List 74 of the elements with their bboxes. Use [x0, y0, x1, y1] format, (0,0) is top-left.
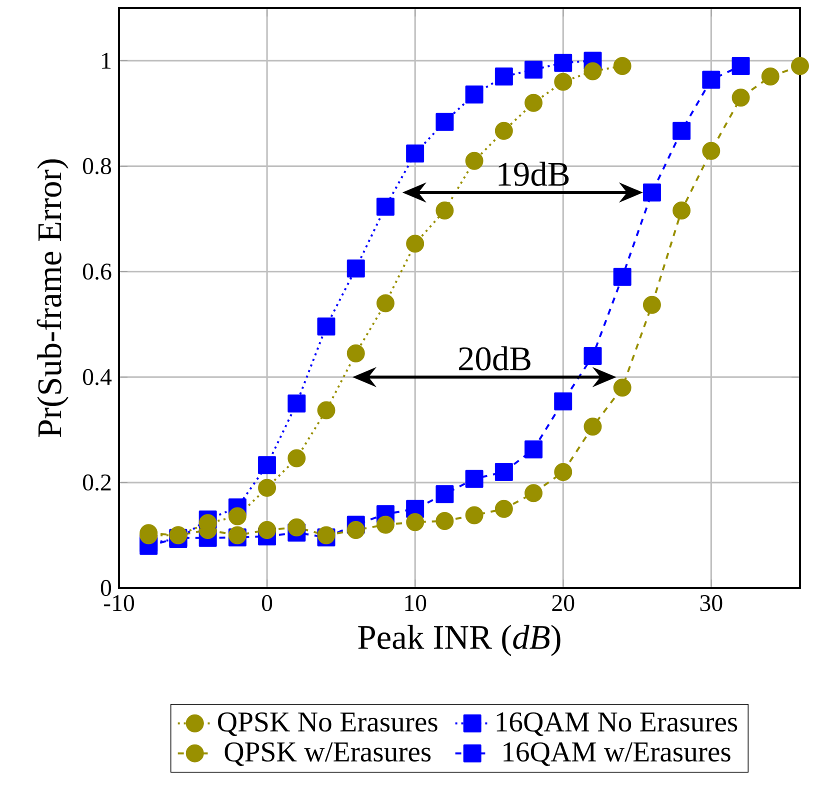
- point: [524, 440, 543, 458]
- point: [258, 478, 276, 497]
- point: [317, 317, 336, 336]
- point: [613, 56, 632, 75]
- point: [524, 94, 543, 112]
- point: [524, 60, 543, 79]
- y-tick-label: 0.6: [82, 264, 112, 280]
- point: [346, 521, 365, 539]
- point: [672, 122, 691, 140]
- point: [584, 418, 602, 436]
- point: [584, 347, 602, 365]
- point: [317, 401, 336, 420]
- point: [436, 201, 454, 220]
- x-tick-label: -10: [104, 595, 134, 612]
- point: [524, 484, 543, 502]
- point: [554, 392, 572, 410]
- point: [613, 378, 632, 397]
- y-tick-label: 0: [100, 580, 112, 596]
- point: [702, 142, 720, 160]
- point: [406, 144, 424, 163]
- legend-label: 16QAM w/Erasures: [504, 742, 730, 766]
- point: [436, 512, 454, 530]
- point: [288, 518, 306, 536]
- point: [376, 198, 394, 216]
- point: [761, 68, 780, 86]
- point: [436, 485, 454, 504]
- point: [494, 500, 513, 518]
- point: [465, 506, 484, 524]
- point: [346, 344, 365, 362]
- point: [642, 296, 661, 314]
- y-tick-label: 1: [102, 52, 111, 69]
- point: [702, 70, 720, 89]
- point: [406, 234, 424, 253]
- point: [554, 463, 572, 481]
- point: [288, 394, 306, 412]
- y-tick-label: 0.2: [82, 474, 111, 491]
- x-tick-label: 20: [552, 595, 574, 612]
- annotation: 20dB: [458, 346, 530, 370]
- point: [791, 56, 809, 75]
- y-tick-label: 0.8: [82, 158, 112, 174]
- legend-label: QPSK No Erasures: [218, 712, 438, 736]
- point: [465, 470, 484, 488]
- point: [494, 68, 513, 86]
- x-axis-title: Peak INR (dB): [358, 624, 560, 656]
- point: [613, 268, 632, 286]
- y-axis-title: Pr(Sub-frame Error): [36, 159, 68, 438]
- point: [554, 72, 572, 91]
- point: [732, 56, 750, 75]
- point: [169, 526, 188, 544]
- annotation: 19dB: [498, 162, 569, 186]
- y-tick-label: 0.4: [82, 368, 112, 386]
- point: [465, 152, 484, 170]
- point: [494, 122, 513, 140]
- point: [732, 88, 750, 107]
- point: [376, 516, 394, 534]
- point: [258, 456, 276, 474]
- legend-label: 16QAM No Erasures: [496, 712, 738, 736]
- point: [258, 521, 276, 539]
- point: [584, 62, 602, 80]
- legend-label: QPSK w/Erasures: [224, 742, 431, 766]
- x-tick-label: 10: [405, 595, 426, 612]
- point: [228, 507, 246, 526]
- point: [554, 54, 572, 72]
- point: [406, 513, 424, 532]
- x-tick-label: 30: [700, 595, 722, 612]
- point: [465, 85, 484, 104]
- point: [376, 294, 394, 312]
- point: [494, 463, 513, 481]
- x-tick-label: 0: [262, 595, 272, 612]
- point: [642, 184, 661, 202]
- point: [288, 449, 306, 468]
- point: [672, 201, 691, 220]
- point: [436, 112, 454, 131]
- point: [346, 259, 365, 278]
